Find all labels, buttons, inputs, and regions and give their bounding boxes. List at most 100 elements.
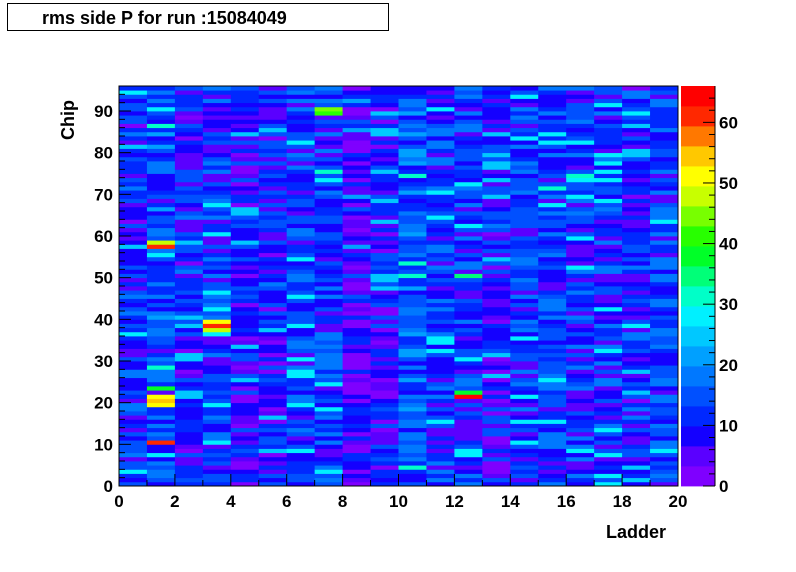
heatmap-cell (174, 236, 204, 241)
heatmap-cell (342, 431, 371, 437)
heatmap-cell (454, 240, 483, 245)
heatmap-cell (594, 136, 623, 141)
heatmap-cell (538, 336, 567, 341)
heatmap-cell (342, 306, 371, 312)
heatmap-cell (119, 106, 148, 112)
heatmap-cell (202, 215, 232, 220)
heatmap-cell (314, 440, 343, 445)
heatmap-cell (342, 86, 371, 91)
heatmap-cell (510, 136, 539, 141)
heatmap-cell (454, 119, 483, 124)
heatmap-cell (314, 165, 343, 170)
heatmap-cell (398, 302, 427, 308)
heatmap-cell (286, 94, 316, 99)
heatmap-cell (342, 377, 371, 383)
heatmap-cell (202, 256, 232, 262)
heatmap-cell (286, 481, 316, 487)
heatmap-cell (538, 465, 567, 470)
heatmap-cell (510, 156, 539, 162)
heatmap-cell (342, 386, 371, 391)
heatmap-cell (510, 106, 539, 112)
heatmap-cell (314, 356, 343, 362)
heatmap-cell (286, 319, 316, 324)
heatmap-cell (594, 165, 623, 170)
heatmap-cell (650, 469, 679, 474)
heatmap-cell (258, 144, 288, 149)
heatmap-cell (314, 327, 343, 333)
heatmap-cell (622, 219, 651, 224)
y-tick-label: 90 (94, 102, 113, 121)
heatmap-cell (119, 423, 148, 429)
heatmap-cell (538, 186, 567, 191)
heatmap-cell (482, 144, 511, 149)
heatmap-cell (398, 169, 427, 174)
heatmap-cell (342, 406, 371, 412)
heatmap-cell (622, 311, 651, 316)
heatmap-cell (230, 344, 260, 349)
heatmap-cell (119, 390, 148, 395)
heatmap-cell (538, 394, 567, 399)
heatmap-cell (650, 369, 679, 374)
heatmap-cell (202, 356, 232, 362)
heatmap-cell (258, 473, 288, 479)
heatmap-cell (594, 140, 623, 145)
heatmap-cell (566, 261, 595, 266)
heatmap-cell (230, 444, 260, 449)
heatmap-cell (482, 156, 511, 162)
heatmap-cell (174, 269, 204, 274)
heatmap-cell (286, 123, 316, 129)
heatmap-cell (230, 236, 260, 241)
heatmap-cell (342, 186, 371, 191)
heatmap-cell (426, 161, 455, 166)
heatmap-cell (174, 381, 204, 387)
heatmap-cell (370, 356, 399, 362)
heatmap-cell (202, 465, 232, 470)
heatmap-cell (146, 327, 176, 333)
heatmap-cell (230, 115, 260, 120)
heatmap-cell (202, 440, 232, 445)
heatmap-cell (594, 298, 623, 304)
heatmap-cell (650, 123, 679, 129)
heatmap-cell (426, 277, 455, 283)
heatmap-cell (258, 256, 288, 262)
heatmap-cell (342, 436, 371, 441)
heatmap-cell (650, 311, 679, 316)
heatmap-cell (230, 319, 260, 324)
heatmap-cell (342, 277, 371, 283)
heatmap-cell (482, 294, 511, 299)
heatmap-cell (622, 323, 651, 329)
heatmap-cell (566, 111, 595, 116)
heatmap-cell (538, 369, 567, 374)
heatmap-cell (119, 473, 148, 479)
heatmap-cell (258, 211, 288, 216)
heatmap-cell (342, 219, 371, 224)
heatmap-cell (202, 111, 232, 116)
heatmap-cell (510, 231, 539, 237)
heatmap-cell (510, 348, 539, 354)
heatmap-cell (202, 265, 232, 270)
heatmap-cell (650, 381, 679, 387)
heatmap-cell (426, 377, 455, 383)
heatmap-cell (650, 202, 679, 208)
heatmap-cell (202, 156, 232, 162)
heatmap-cell (622, 94, 651, 99)
heatmap-cell (650, 152, 679, 158)
heatmap-cell (594, 319, 623, 324)
heatmap-cell (174, 311, 204, 316)
heatmap-cell (202, 406, 232, 412)
heatmap-cell (370, 469, 399, 474)
heatmap-cell (258, 306, 288, 312)
heatmap-cell (286, 190, 316, 195)
heatmap-cell (622, 140, 651, 145)
heatmap-cell (566, 281, 595, 287)
heatmap-cell (314, 115, 343, 120)
heatmap-cell (258, 215, 288, 220)
heatmap-cell (482, 273, 511, 279)
heatmap-cell (482, 265, 511, 270)
heatmap-cell (258, 94, 288, 99)
heatmap-cell (146, 256, 176, 262)
heatmap-cell (510, 236, 539, 241)
heatmap-cell (510, 123, 539, 129)
heatmap-cell (594, 181, 623, 187)
heatmap-cell (342, 256, 371, 262)
